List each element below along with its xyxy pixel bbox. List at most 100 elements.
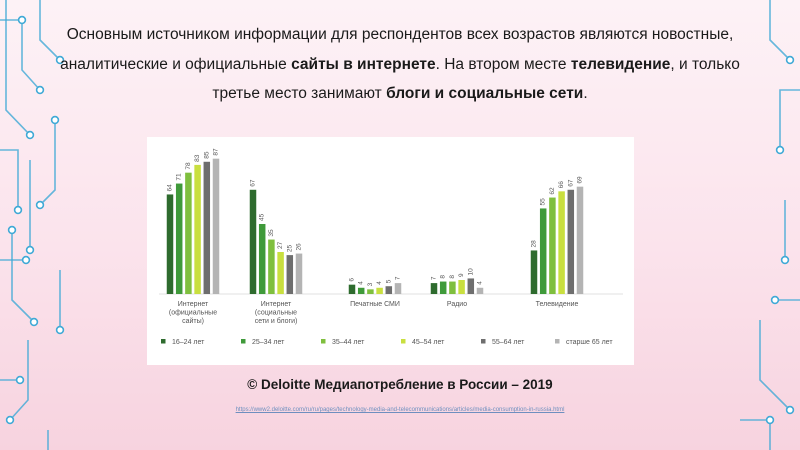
circuit-trace xyxy=(740,419,771,450)
bar xyxy=(439,281,447,294)
bar-value-label: 64 xyxy=(167,184,174,192)
legend-swatch xyxy=(321,339,326,344)
circuit-trace xyxy=(769,0,791,61)
bar xyxy=(558,191,565,294)
circuit-node xyxy=(35,85,45,95)
bar xyxy=(175,183,183,294)
legend-swatch xyxy=(555,339,560,344)
bar-value-label: 7 xyxy=(431,276,438,280)
circuit-node xyxy=(15,375,25,385)
bar-value-label: 83 xyxy=(194,154,201,162)
bar-value-label: 78 xyxy=(185,162,192,170)
bar xyxy=(567,189,575,294)
category-label: (социальные xyxy=(255,310,297,317)
circuit-node xyxy=(35,200,45,210)
circuit-node xyxy=(55,55,65,65)
category-label: сайты) xyxy=(182,317,204,325)
circuit-trace xyxy=(39,0,61,61)
bar-value-label: 28 xyxy=(531,240,538,248)
legend-swatch xyxy=(241,339,246,344)
bar xyxy=(348,284,356,294)
bar-value-label: 27 xyxy=(277,241,284,249)
legend-label: старше 65 лет xyxy=(566,339,613,346)
bar-value-label: 4 xyxy=(358,281,365,285)
bar-value-label: 5 xyxy=(385,279,392,283)
bar-value-label: 67 xyxy=(250,179,257,187)
bar-value-label: 4 xyxy=(477,281,484,285)
bar-value-label: 7 xyxy=(395,276,402,280)
circuit-node xyxy=(25,245,35,255)
intro-bold-blogs: блоги и социальные сети xyxy=(386,85,584,102)
bar xyxy=(357,287,365,294)
bar xyxy=(539,208,547,294)
circuit-node xyxy=(785,405,795,415)
bar xyxy=(268,239,275,294)
bar-value-label: 10 xyxy=(467,268,474,276)
bar xyxy=(185,172,192,294)
bar-value-label: 45 xyxy=(259,213,266,221)
intro-part-2: . На втором месте xyxy=(435,55,571,73)
intro-text: Основным источником информации для респо… xyxy=(40,20,760,109)
bar-value-label: 85 xyxy=(203,151,210,159)
category-label: Телевидение xyxy=(536,301,579,308)
bar-value-label: 4 xyxy=(376,281,383,285)
chart-caption: © Deloitte Медиапотребление в России – 2… xyxy=(247,377,553,392)
bar-value-label: 8 xyxy=(440,275,447,279)
category-label: (официальные xyxy=(169,310,217,317)
bar-value-label: 25 xyxy=(286,244,293,252)
bar xyxy=(194,164,201,294)
circuit-node xyxy=(785,55,795,65)
bar xyxy=(430,283,438,294)
bar-value-label: 55 xyxy=(540,198,547,206)
legend-label: 35–44 лет xyxy=(332,339,365,346)
circuit-node xyxy=(25,130,35,140)
intro-part-1: Основным источником информации для респо… xyxy=(60,26,734,73)
legend-swatch xyxy=(401,339,406,344)
circuit-node xyxy=(55,325,65,335)
circuit-node xyxy=(770,295,780,305)
circuit-node xyxy=(7,225,17,235)
circuit-node xyxy=(21,255,31,265)
bar xyxy=(166,194,174,294)
category-label: Радио xyxy=(447,301,467,308)
bar xyxy=(295,253,303,294)
bar-value-label: 3 xyxy=(367,282,374,286)
bar xyxy=(467,278,475,294)
circuit-trace xyxy=(39,120,56,206)
bar xyxy=(203,161,211,294)
bar xyxy=(385,286,393,294)
bar-value-label: 8 xyxy=(449,275,456,279)
bar xyxy=(212,158,220,294)
bar xyxy=(394,283,402,294)
circuit-trace xyxy=(0,19,41,91)
bar-value-label: 71 xyxy=(176,173,183,181)
circuit-trace xyxy=(11,230,35,323)
circuit-node xyxy=(775,145,785,155)
legend-label: 25–34 лет xyxy=(252,339,285,346)
legend-label: 16–24 лет xyxy=(172,339,205,346)
intro-part-4: . xyxy=(583,85,588,102)
circuit-node xyxy=(17,15,27,25)
bar xyxy=(476,287,484,294)
bar xyxy=(286,255,294,294)
bar-value-label: 9 xyxy=(458,273,465,277)
bar-value-label: 67 xyxy=(567,179,574,187)
circuit-node xyxy=(5,415,15,425)
bar-value-label: 66 xyxy=(558,181,565,189)
circuit-node xyxy=(780,255,790,265)
bar-value-label: 35 xyxy=(268,229,275,237)
bar xyxy=(530,250,538,294)
category-label: Печатные СМИ xyxy=(350,301,400,308)
bar xyxy=(367,289,374,294)
bar-value-label: 6 xyxy=(349,278,356,282)
intro-bold-tv: телевидение xyxy=(570,55,671,73)
circuit-trace xyxy=(779,89,800,150)
category-label: сети и блоги) xyxy=(255,317,298,325)
bar xyxy=(458,280,465,294)
circuit-trace xyxy=(759,320,791,411)
source-link[interactable]: https://www2.deloitte.com/ru/ru/pages/te… xyxy=(235,407,565,413)
bar xyxy=(258,224,266,294)
bar xyxy=(449,281,456,294)
circuit-node xyxy=(765,415,775,425)
